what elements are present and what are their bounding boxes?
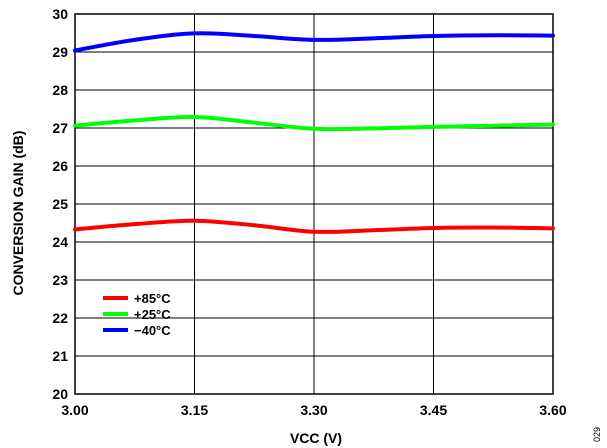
legend-label: −40°C [134, 323, 171, 338]
plot-frame [74, 13, 554, 395]
legend-label: +25°C [134, 307, 171, 322]
legend-label: +85°C [134, 291, 171, 306]
y-tick-label: 22 [52, 310, 68, 326]
y-tick-label: 29 [52, 44, 68, 60]
figure-id: 029 [592, 427, 602, 442]
x-tick-labels: 3.00 3.15 3.30 3.45 3.60 [61, 402, 566, 418]
y-tick-label: 26 [52, 158, 68, 174]
y-tick-label: 23 [52, 272, 68, 288]
y-tick-label: 27 [52, 120, 68, 136]
series-layer [73, 31, 555, 234]
y-tick-label: 21 [52, 348, 68, 364]
series-line-1 [73, 218, 555, 234]
x-tick-label: 3.30 [300, 402, 327, 418]
x-tick-label: 3.45 [420, 402, 447, 418]
y-tick-label: 24 [52, 234, 68, 250]
x-tick-label: 3.00 [61, 402, 88, 418]
series-line-3 [73, 31, 555, 53]
y-axis-label: CONVERSION GAIN (dB) [10, 131, 26, 296]
series-line-2 [73, 114, 555, 132]
y-tick-label: 28 [52, 82, 68, 98]
legend: +85°C+25°C−40°C [103, 291, 171, 338]
y-tick-label: 25 [52, 196, 68, 212]
x-axis-label: VCC (V) [290, 430, 342, 446]
y-tick-label: 20 [52, 386, 68, 402]
y-tick-label: 30 [52, 6, 68, 22]
x-tick-label: 3.15 [181, 402, 208, 418]
y-tick-labels: 20 21 22 23 24 25 26 27 28 29 30 [52, 6, 68, 402]
x-tick-label: 3.60 [539, 402, 566, 418]
